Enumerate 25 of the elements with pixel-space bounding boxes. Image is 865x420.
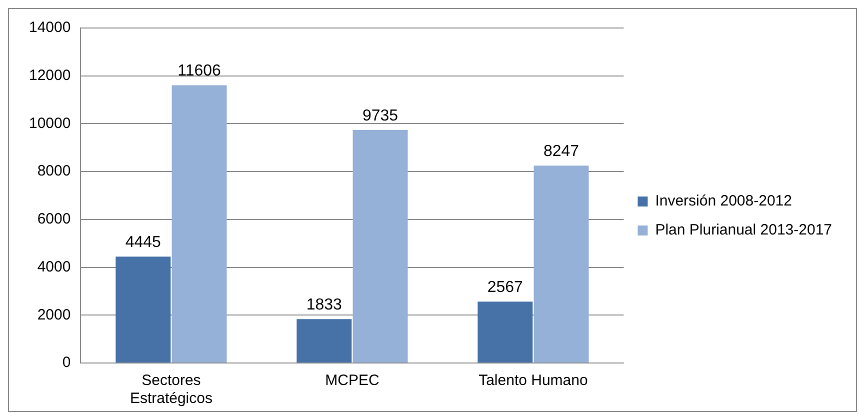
bar	[352, 130, 408, 362]
x-tick-label: Sectores Estratégicos	[130, 372, 212, 408]
bar	[296, 319, 352, 362]
data-label: 4445	[125, 234, 162, 252]
bar	[116, 256, 171, 362]
y-tick-label: 0	[62, 354, 71, 372]
data-label: 8247	[543, 143, 580, 160]
legend-label: Plan Plurianual 2013-2017	[655, 222, 832, 239]
y-tick-label: 10000	[28, 114, 71, 132]
data-label: 11606	[178, 62, 222, 80]
data-label: 2567	[487, 278, 524, 296]
x-tick-label: MCPEC	[325, 372, 380, 390]
legend-label: Inversión 2008-2012	[655, 192, 792, 210]
y-tick-label: 12000	[28, 67, 71, 84]
bar	[478, 302, 533, 362]
data-label: 9735	[362, 107, 398, 124]
y-tick-label: 8000	[37, 162, 71, 180]
y-tick-label: 6000	[37, 210, 71, 228]
y-tick-label: 2000	[37, 306, 71, 324]
y-tick-label: 4000	[37, 258, 71, 276]
x-tick-label: Talento Humano	[478, 372, 588, 390]
data-label: 1833	[306, 296, 342, 314]
y-tick-label: 14000	[28, 19, 71, 36]
bar	[172, 85, 227, 362]
bar	[534, 166, 589, 362]
